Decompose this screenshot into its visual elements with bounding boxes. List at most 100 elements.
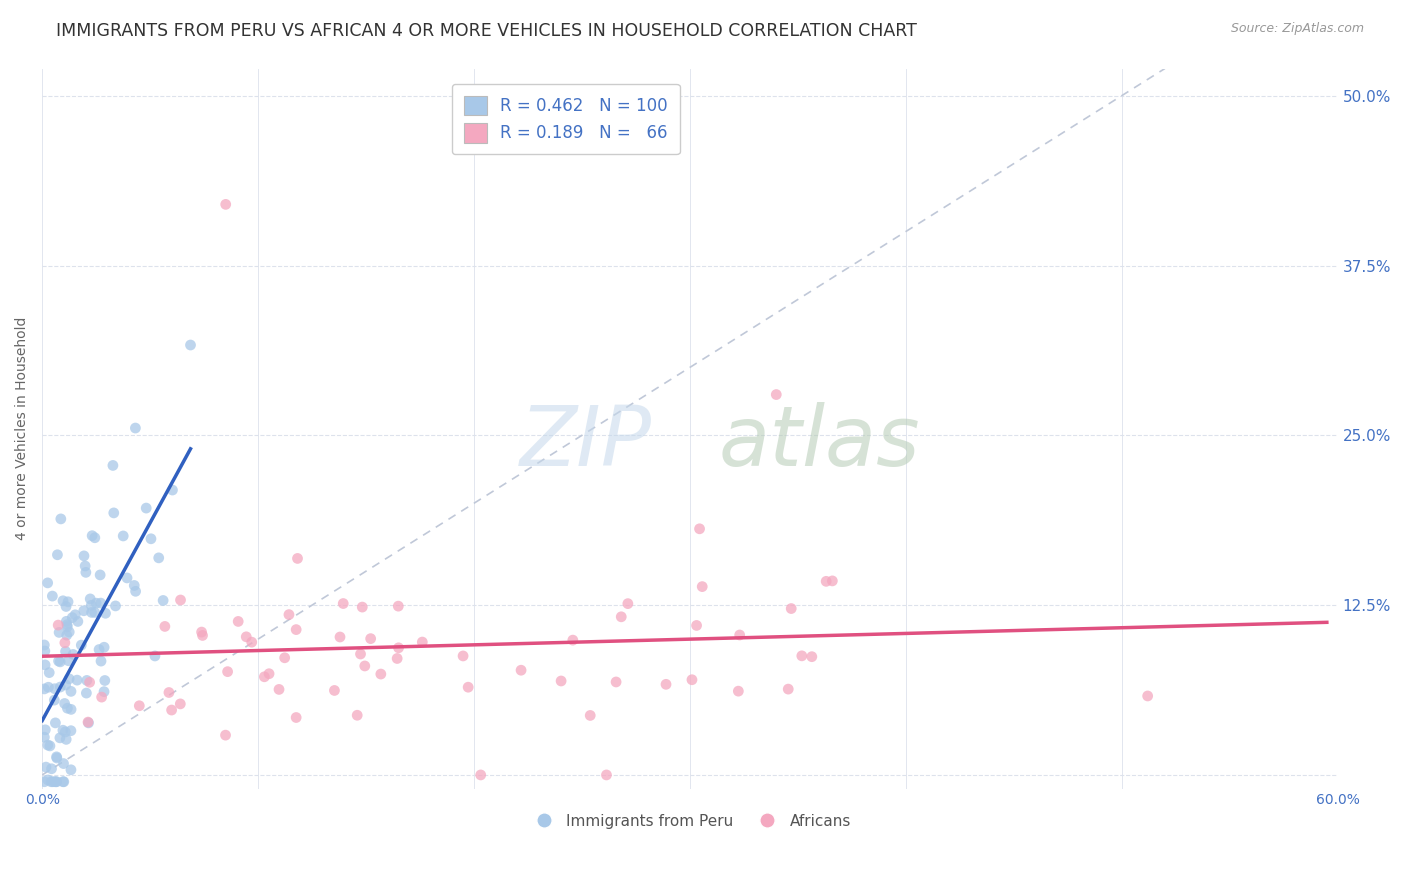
- Point: [162, 483, 184, 497]
- Point: [76, 673, 98, 688]
- Point: [90, 654, 112, 668]
- Point: [56, 701, 79, 715]
- Point: [169, 697, 191, 711]
- Point: [285, 710, 308, 724]
- Point: [55, 599, 77, 614]
- Point: [285, 623, 308, 637]
- Point: [800, 649, 823, 664]
- Point: [56, 620, 79, 634]
- Point: [89, 568, 111, 582]
- Point: [55, 628, 77, 642]
- Point: [1136, 689, 1159, 703]
- Point: [112, 529, 135, 543]
- Point: [80, 599, 103, 613]
- Point: [579, 708, 602, 723]
- Point: [62, 648, 84, 662]
- Point: [53, 697, 76, 711]
- Point: [77, 715, 100, 730]
- Point: [59, 723, 82, 738]
- Point: [561, 633, 583, 648]
- Point: [104, 599, 127, 613]
- Point: [214, 728, 236, 742]
- Point: [346, 708, 368, 723]
- Point: [332, 597, 354, 611]
- Point: [73, 549, 96, 563]
- Point: [34, 681, 56, 696]
- Point: [48, 625, 70, 640]
- Point: [52, 723, 75, 738]
- Point: [122, 578, 145, 592]
- Point: [94, 607, 117, 621]
- Point: [605, 675, 627, 690]
- Point: [49, 731, 72, 745]
- Point: [617, 597, 640, 611]
- Point: [451, 648, 474, 663]
- Point: [690, 580, 713, 594]
- Point: [80, 606, 103, 620]
- Point: [160, 703, 183, 717]
- Legend: Immigrants from Peru, Africans: Immigrants from Peru, Africans: [522, 807, 858, 835]
- Point: [75, 566, 97, 580]
- Point: [103, 506, 125, 520]
- Point: [53, 725, 76, 739]
- Point: [59, 763, 82, 777]
- Point: [41, 762, 63, 776]
- Point: [510, 663, 533, 677]
- Point: [79, 675, 101, 690]
- Point: [58, 625, 80, 640]
- Text: atlas: atlas: [718, 402, 921, 483]
- Point: [45, 749, 67, 764]
- Point: [780, 601, 803, 615]
- Point: [66, 673, 89, 687]
- Point: [93, 684, 115, 698]
- Point: [83, 606, 105, 620]
- Point: [52, 774, 75, 789]
- Point: [93, 640, 115, 655]
- Point: [75, 686, 97, 700]
- Point: [44, 681, 66, 696]
- Point: [90, 596, 112, 610]
- Point: [73, 604, 96, 618]
- Text: ZIP: ZIP: [520, 402, 652, 483]
- Point: [115, 571, 138, 585]
- Point: [190, 625, 212, 640]
- Point: [257, 666, 280, 681]
- Point: [65, 607, 87, 622]
- Point: [45, 774, 67, 789]
- Point: [46, 548, 69, 562]
- Point: [34, 644, 56, 658]
- Point: [34, 657, 56, 672]
- Point: [75, 559, 97, 574]
- Point: [457, 680, 479, 694]
- Point: [44, 715, 66, 730]
- Point: [44, 693, 66, 707]
- Point: [157, 685, 180, 699]
- Point: [77, 715, 100, 730]
- Point: [37, 772, 59, 787]
- Point: [215, 197, 238, 211]
- Point: [101, 458, 124, 473]
- Point: [83, 531, 105, 545]
- Point: [681, 673, 703, 687]
- Point: [55, 678, 77, 692]
- Point: [815, 574, 838, 589]
- Point: [135, 501, 157, 516]
- Point: [385, 651, 408, 665]
- Point: [253, 670, 276, 684]
- Point: [128, 698, 150, 713]
- Point: [595, 768, 617, 782]
- Point: [45, 774, 67, 789]
- Text: Source: ZipAtlas.com: Source: ZipAtlas.com: [1230, 22, 1364, 36]
- Point: [52, 594, 75, 608]
- Point: [179, 338, 201, 352]
- Point: [353, 659, 375, 673]
- Point: [124, 421, 146, 435]
- Point: [323, 683, 346, 698]
- Point: [70, 638, 93, 652]
- Point: [610, 609, 633, 624]
- Point: [550, 673, 572, 688]
- Point: [60, 702, 83, 716]
- Point: [79, 591, 101, 606]
- Point: [58, 672, 80, 686]
- Point: [82, 529, 104, 543]
